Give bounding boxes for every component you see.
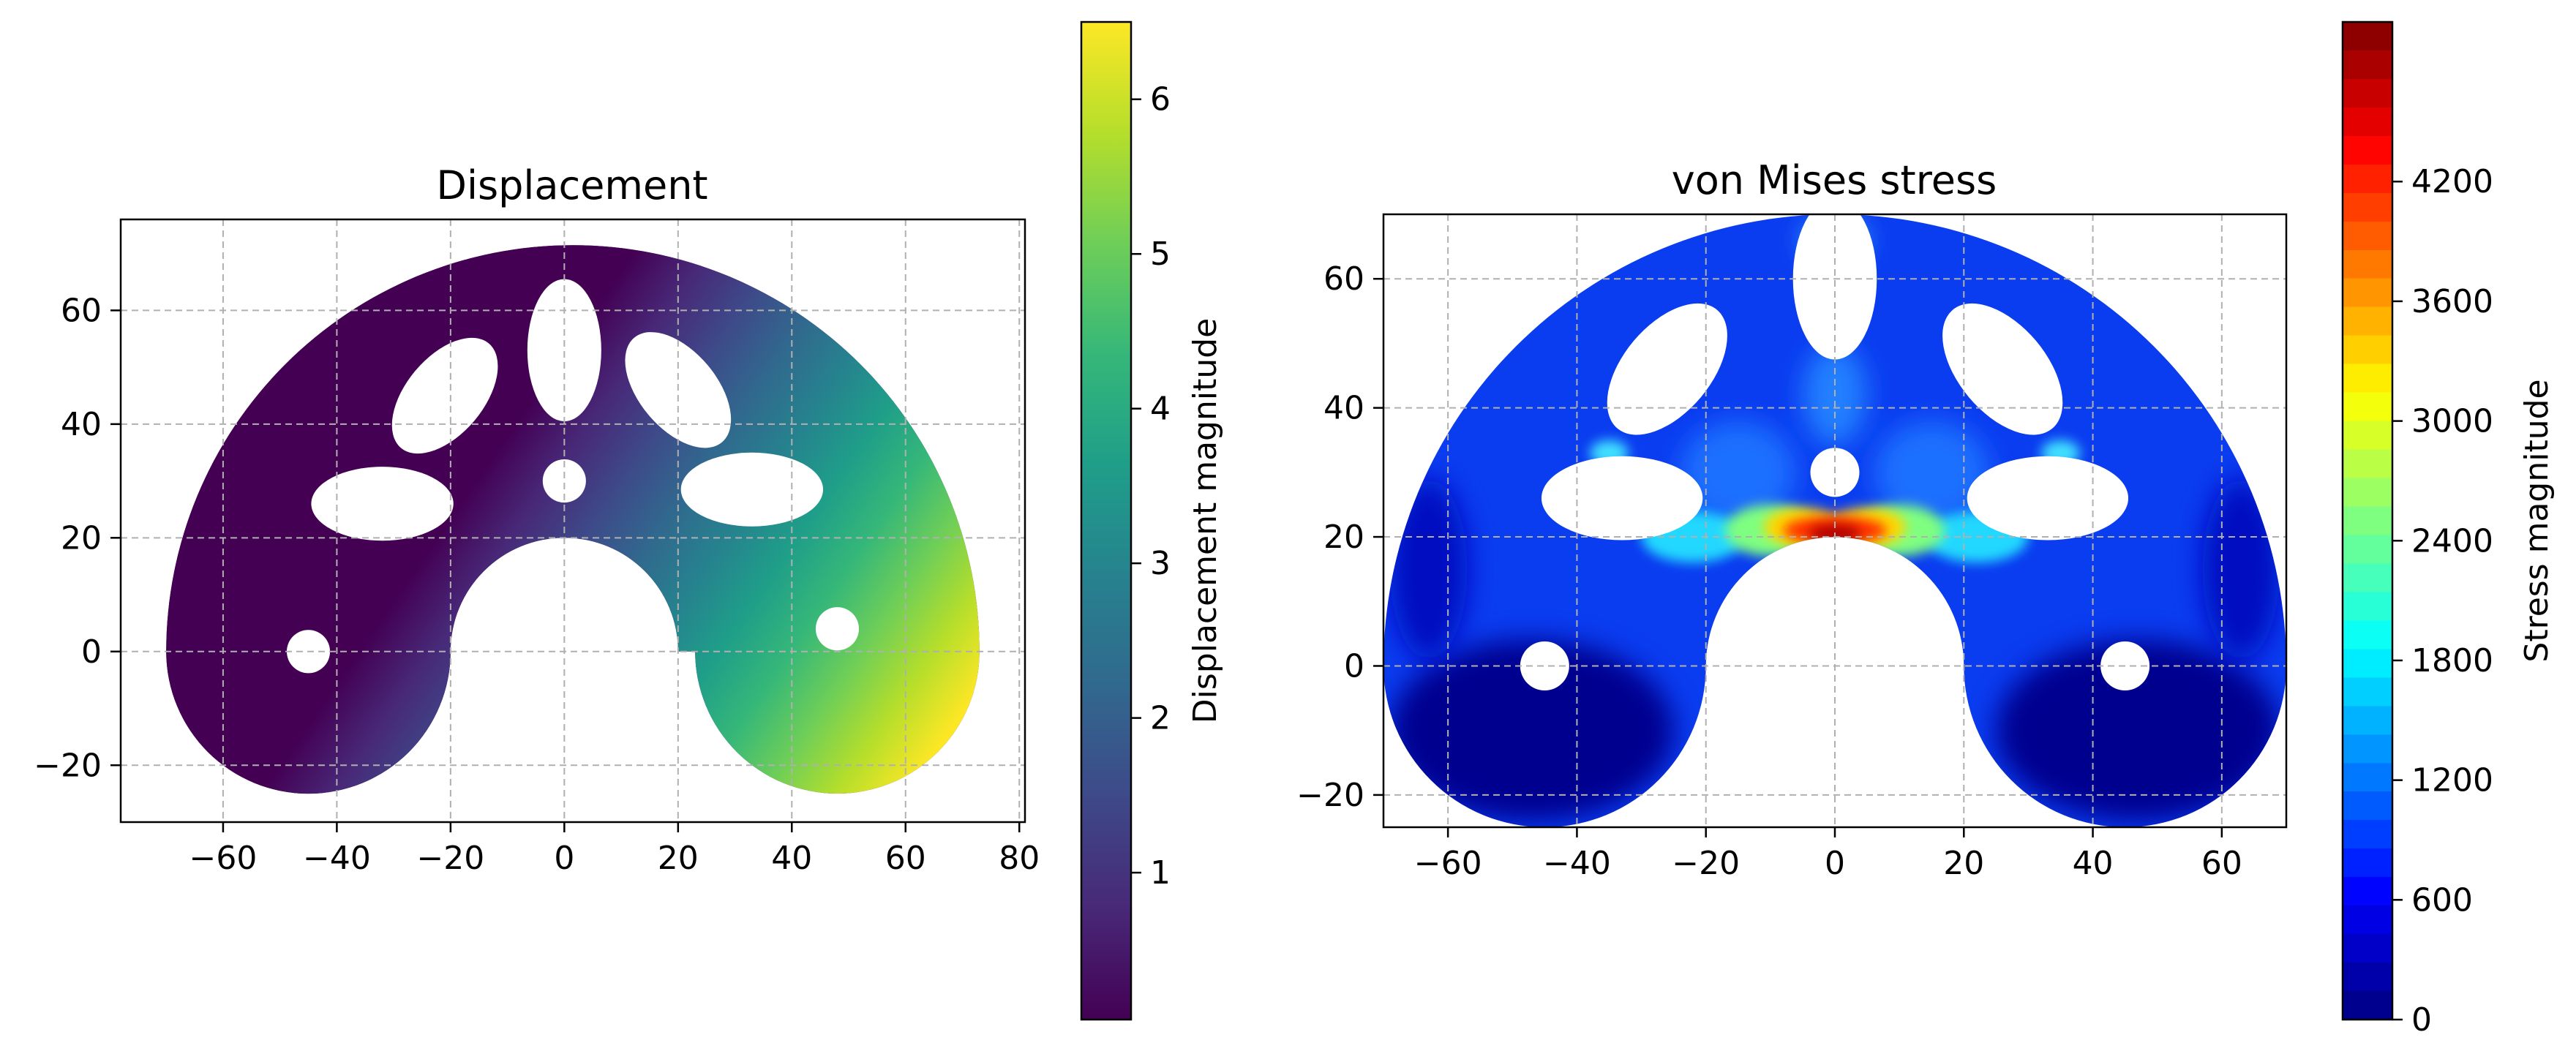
x-tick-label: −20 xyxy=(416,840,484,877)
hole xyxy=(542,459,586,503)
y-tick-label: 20 xyxy=(1323,519,1364,556)
hole xyxy=(680,452,824,527)
hole xyxy=(311,467,454,541)
colorbar-label: Displacement magnitude xyxy=(1187,318,1224,723)
stress-chart: von Mises stress −60 −40 −20 0 20 40 60 −20 0 20… xyxy=(1296,20,2556,1039)
chart-title: von Mises stress xyxy=(1672,157,1997,203)
colorbar-tick-label: 1200 xyxy=(2411,762,2493,799)
hole xyxy=(1607,303,1727,435)
colorbar-tick-label: 4200 xyxy=(2411,163,2493,200)
y-tick-label: 60 xyxy=(61,292,102,329)
hole xyxy=(1967,456,2129,541)
colorbar-ticks: 0 600 1200 1800 2400 3000 3600 4200 xyxy=(2392,163,2493,1039)
y-tick-label: 40 xyxy=(61,406,102,443)
chart-title: Displacement xyxy=(436,162,707,208)
y-tick-label: 0 xyxy=(1344,647,1364,685)
colorbar-tick-label: 3 xyxy=(1150,545,1171,582)
x-tick-label: 40 xyxy=(2073,845,2114,882)
x-tick-label: 60 xyxy=(885,840,926,877)
x-tick-label: −20 xyxy=(1672,845,1740,882)
grid xyxy=(1383,214,2286,827)
x-tick-label: −60 xyxy=(1414,845,1482,882)
x-tick-label: 60 xyxy=(2201,845,2242,882)
hole xyxy=(527,279,601,421)
x-axis: −60 −40 −20 0 20 40 60 xyxy=(1414,827,2242,882)
y-tick-label: 20 xyxy=(61,519,102,557)
hole xyxy=(1520,641,1569,690)
colorbar-gradient xyxy=(1080,20,1133,1021)
x-axis: −60 −40 −20 0 20 40 60 80 xyxy=(189,822,1040,877)
y-tick-label: −20 xyxy=(34,747,102,784)
colorbar-tick-label: 5 xyxy=(1150,236,1171,273)
hole xyxy=(815,607,860,651)
colorbar-tick-label: 2400 xyxy=(2411,522,2493,560)
y-tick-label: 60 xyxy=(1323,260,1364,298)
colorbar-tick-label: 3000 xyxy=(2411,403,2493,440)
displacement-chart: Displacement −60 −40 −20 0 20 40 60 80 −20 0 20 40… xyxy=(34,20,1224,1021)
colorbar: 1 2 3 4 5 6 Displacement magnitude xyxy=(1080,20,1224,1021)
x-tick-label: 0 xyxy=(554,840,574,877)
plot-area: −60 −40 −20 0 20 40 60 80 −20 0 20 40 60 xyxy=(34,218,1040,877)
y-tick-label: 40 xyxy=(1323,390,1364,427)
colorbar-label: Stress magnitude xyxy=(2518,379,2556,662)
x-tick-label: 40 xyxy=(771,840,812,877)
colorbar-tick-label: 1800 xyxy=(2411,642,2493,679)
x-tick-label: 80 xyxy=(999,840,1040,877)
y-axis: −20 0 20 40 60 xyxy=(1296,260,1383,814)
x-tick-label: −40 xyxy=(1543,845,1611,882)
x-tick-label: 20 xyxy=(1943,845,1984,882)
grid xyxy=(121,219,1025,822)
hole xyxy=(1541,456,1703,541)
colorbar-tick-label: 6 xyxy=(1150,81,1171,118)
x-tick-label: 20 xyxy=(658,840,699,877)
hole xyxy=(1942,303,2063,435)
axes-frame xyxy=(119,218,1026,824)
colorbar-tick-label: 4 xyxy=(1150,391,1171,428)
colorbar-tick-label: 0 xyxy=(2411,1001,2432,1039)
x-tick-label: −60 xyxy=(189,840,257,877)
y-tick-label: 0 xyxy=(81,633,102,671)
colorbar-tick-label: 1 xyxy=(1150,854,1171,892)
colorbar-tick-label: 2 xyxy=(1150,700,1171,737)
x-tick-label: 0 xyxy=(1825,845,1845,882)
colorbar-tick-label: 3600 xyxy=(2411,283,2493,320)
y-axis: −20 0 20 40 60 xyxy=(34,292,121,784)
colorbar-gradient xyxy=(2341,20,2394,1021)
x-tick-label: −40 xyxy=(303,840,371,877)
plot-area: −60 −40 −20 0 20 40 60 −20 0 20 40 60 xyxy=(1296,197,2288,882)
colorbar-ticks: 1 2 3 4 5 6 xyxy=(1131,81,1171,892)
y-tick-label: −20 xyxy=(1296,777,1364,814)
colorbar-tick-label: 600 xyxy=(2411,881,2473,919)
colorbar: 0 600 1200 1800 2400 3000 3600 4200 Stress magn… xyxy=(2341,20,2556,1039)
